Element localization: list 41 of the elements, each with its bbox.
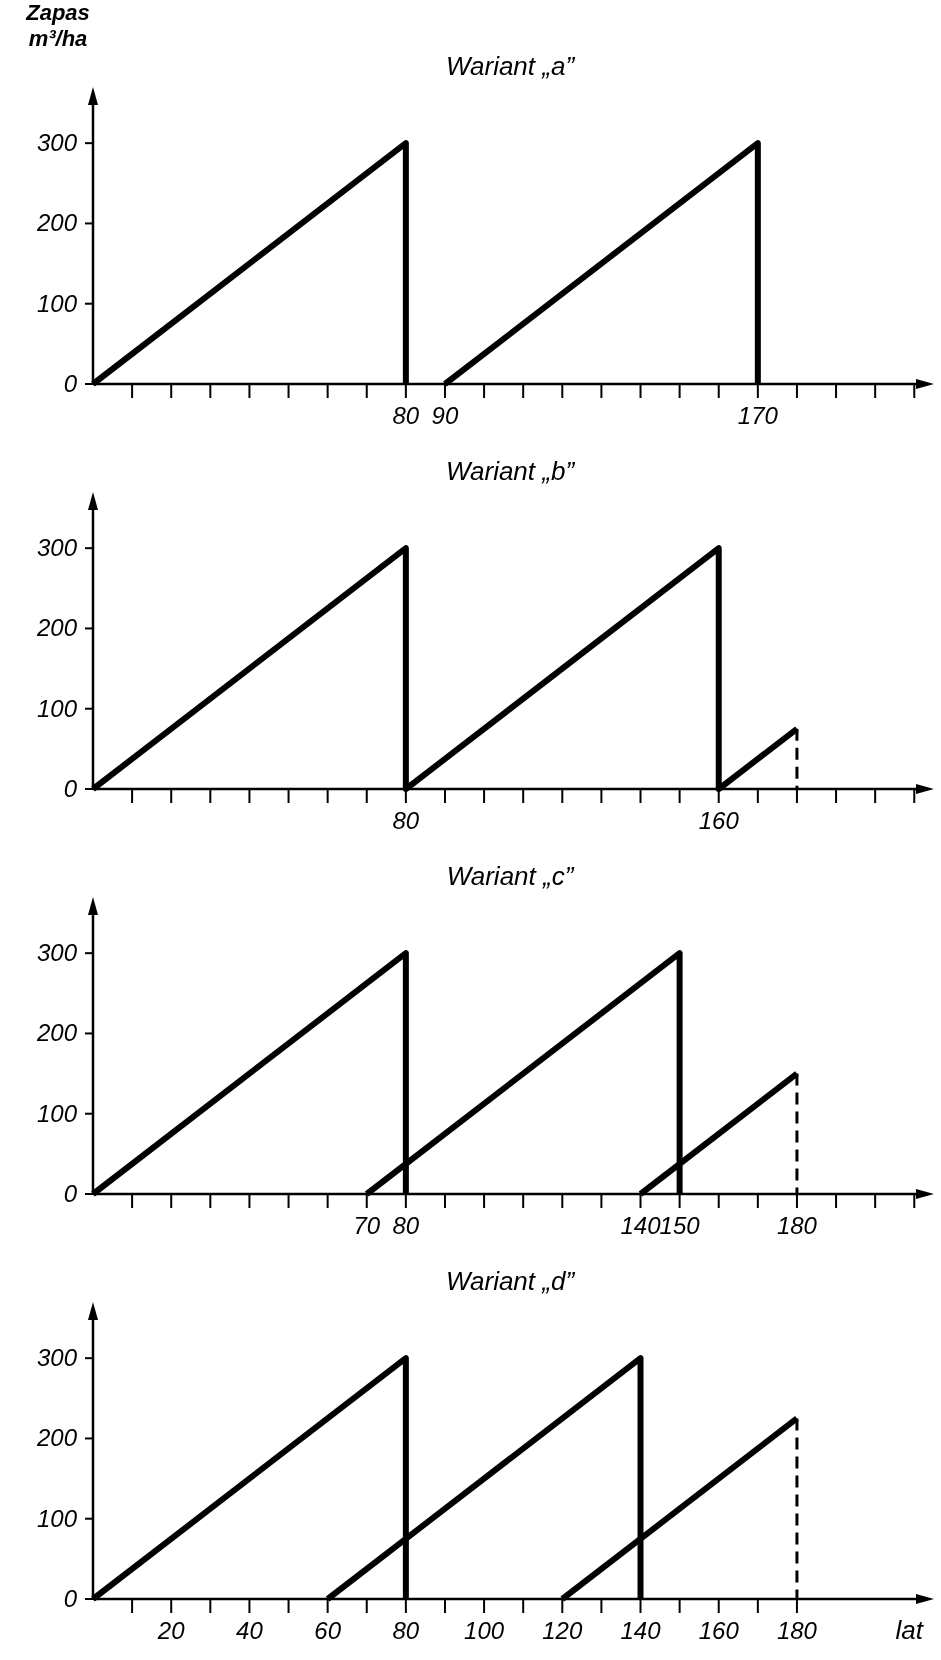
chart-title: Wariant „a” xyxy=(445,51,576,81)
chart-title: Wariant „b” xyxy=(445,456,576,486)
y-tick-label: 300 xyxy=(36,129,78,157)
x-tick-label: 20 xyxy=(156,1617,186,1644)
y-tick-label: 100 xyxy=(36,1504,78,1532)
x-tick-label: 140 xyxy=(620,1617,662,1644)
y-tick-label: 300 xyxy=(36,534,78,562)
x-tick-label: 90 xyxy=(431,402,459,429)
x-tick-label: 120 xyxy=(542,1617,583,1644)
x-tick-label: 140 xyxy=(620,1212,662,1239)
y-tick-label: 200 xyxy=(35,614,78,642)
y-tick-label: 100 xyxy=(36,289,78,317)
x-tick-label: 160 xyxy=(698,807,740,834)
y-tick-label: 100 xyxy=(36,694,78,722)
x-tick-label: 180 xyxy=(776,1212,818,1239)
x-tick-label: 80 xyxy=(392,1617,420,1644)
y-axis-title: Zapas m³/ha xyxy=(25,0,90,51)
x-axis-title: lat xyxy=(895,1615,925,1645)
x-tick-label: 150 xyxy=(659,1212,701,1239)
x-tick-label: 80 xyxy=(392,1212,420,1239)
y-tick-label: 0 xyxy=(63,775,78,802)
x-tick-label: 60 xyxy=(314,1617,342,1644)
y-tick-label: 300 xyxy=(36,1344,78,1372)
x-tick-label: 80 xyxy=(392,807,420,834)
chart-title: Wariant „c” xyxy=(446,861,575,891)
y-tick-label: 0 xyxy=(63,1180,78,1207)
chart-title: Wariant „d” xyxy=(445,1266,576,1296)
y-tick-label: 200 xyxy=(35,1424,78,1452)
y-tick-label: 300 xyxy=(36,939,78,967)
x-tick-label: 40 xyxy=(236,1617,264,1644)
y-tick-label: 100 xyxy=(36,1099,78,1127)
y-tick-label: 200 xyxy=(35,209,78,237)
x-tick-label: 70 xyxy=(353,1212,381,1239)
y-tick-label: 0 xyxy=(63,370,78,397)
x-tick-label: 100 xyxy=(464,1617,505,1644)
x-tick-label: 160 xyxy=(698,1617,740,1644)
y-tick-label: 200 xyxy=(35,1019,78,1047)
x-tick-label: 180 xyxy=(776,1617,818,1644)
x-tick-label: 170 xyxy=(737,402,779,429)
y-tick-label: 0 xyxy=(63,1585,78,1612)
x-tick-label: 80 xyxy=(392,402,420,429)
